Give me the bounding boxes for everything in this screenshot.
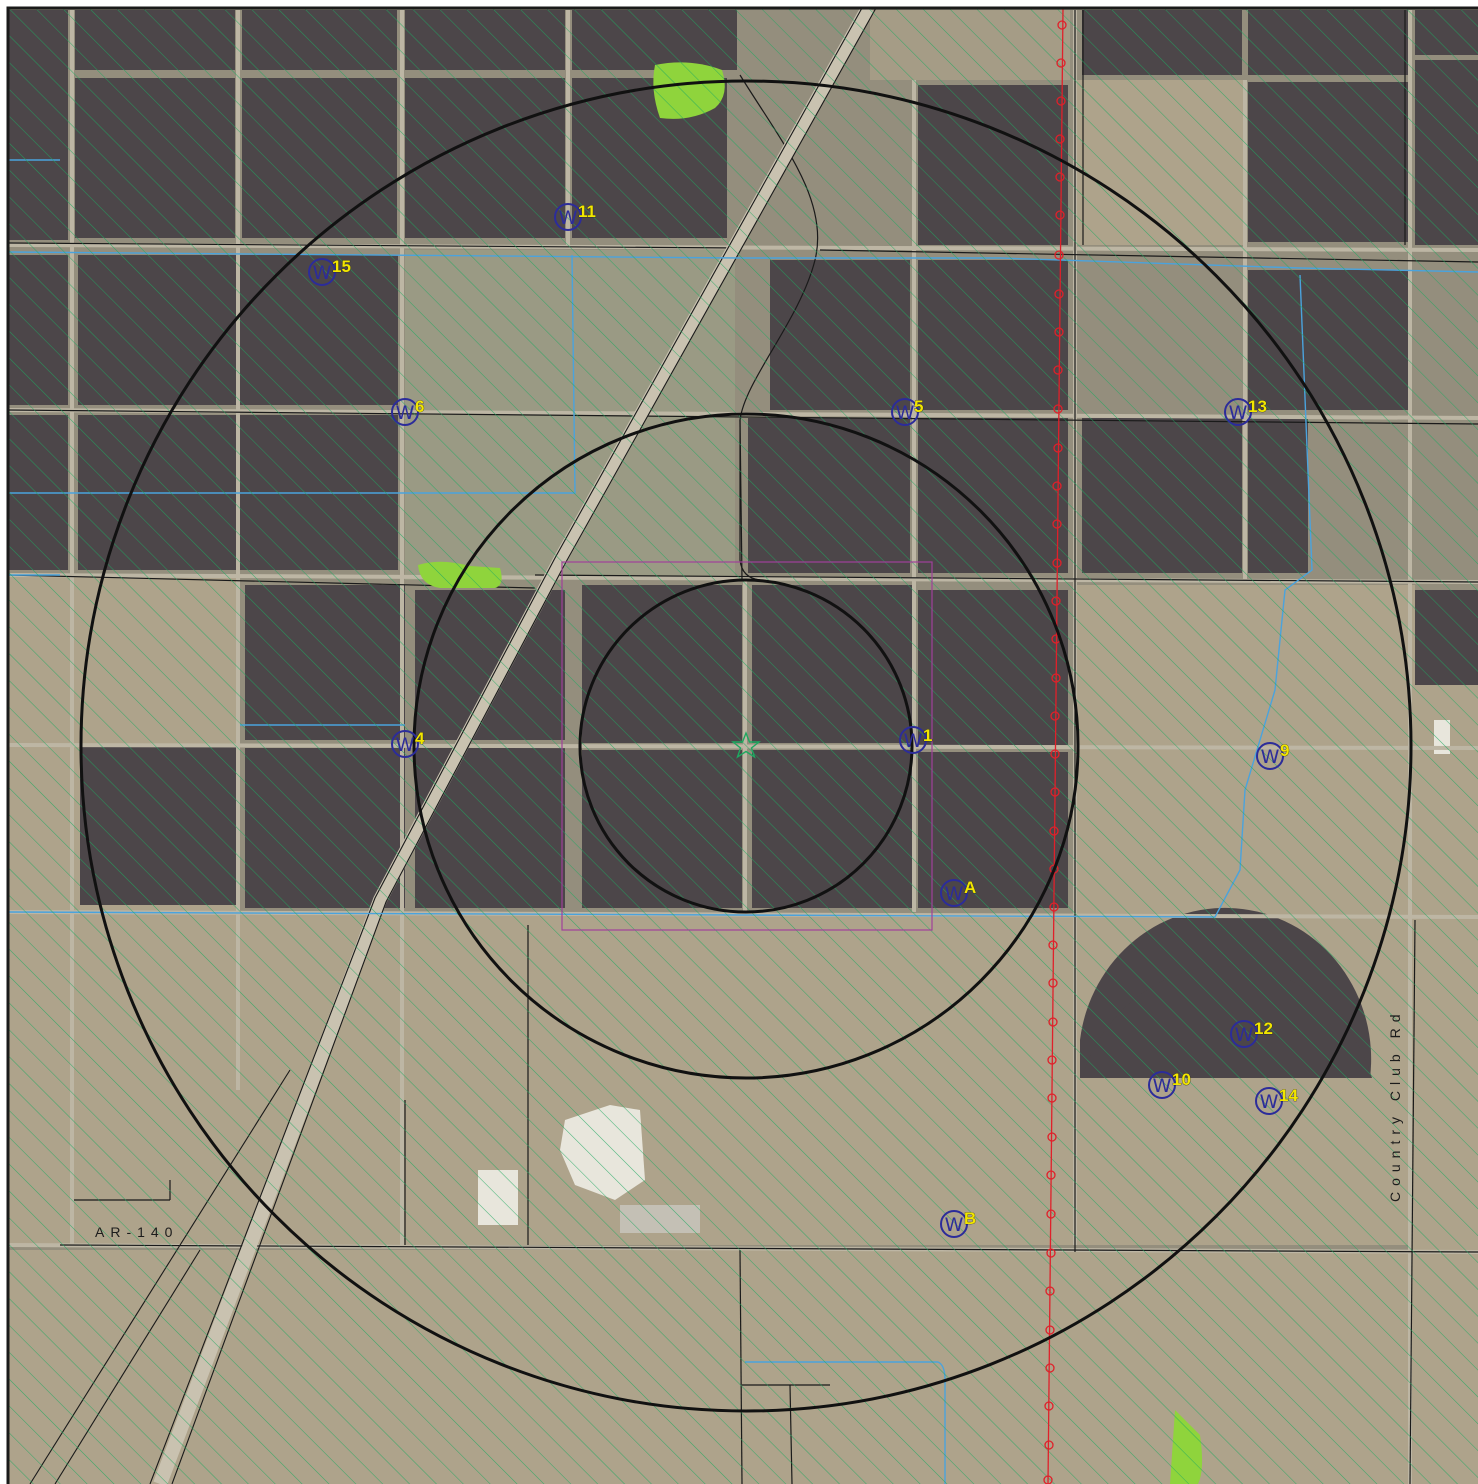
well-label: 14 [1279,1086,1298,1105]
well-symbol: W [1261,746,1280,768]
well-label: 4 [415,729,425,748]
well-marker[interactable]: W 11 [554,202,596,231]
well-icon [391,730,419,758]
site-boundary[interactable] [561,561,933,931]
road-label-country-club: Country Club Rd [1387,1009,1403,1203]
well-icon [391,398,419,426]
well-icon [940,879,968,907]
well-marker[interactable]: W 10 [1148,1070,1191,1099]
buffer-ring-outer[interactable] [79,79,1413,1413]
well-label: 1 [923,726,932,745]
well-symbol: W [1153,1075,1172,1097]
well-marker[interactable]: W 5 [891,397,924,426]
well-label: 13 [1248,397,1267,416]
well-symbol: W [896,402,915,424]
star-outline-icon[interactable] [731,731,761,759]
well-icon [1148,1071,1176,1099]
well-icon [1224,398,1252,426]
well-marker[interactable]: W 13 [1224,397,1267,426]
well-symbol: W [1260,1091,1279,1113]
well-icon [1230,1020,1258,1048]
buffer-ring-middle[interactable] [412,412,1080,1080]
well-marker[interactable]: W 12 [1230,1019,1273,1048]
buffer-rings [79,79,1413,1413]
well-icon [554,203,582,231]
well-symbol: W [904,730,923,752]
well-label: 6 [415,397,424,416]
well-icon [891,398,919,426]
well-marker[interactable]: W A [940,878,977,907]
well-marker[interactable]: W 6 [391,397,425,426]
well-marker[interactable]: W B [940,1209,977,1238]
well-symbol: W [1229,402,1248,424]
well-label: 12 [1254,1019,1273,1038]
well-icon [899,726,927,754]
well-icon [1256,742,1284,770]
well-symbol: W [313,262,332,284]
well-icon [1255,1087,1283,1115]
well-icon [308,258,336,286]
well-symbol: W [1235,1024,1254,1046]
well-label: 15 [332,257,351,276]
well-marker[interactable]: W 9 [1256,741,1290,770]
well-symbol: W [396,734,415,756]
well-label: B [964,1209,976,1228]
well-marker[interactable]: W 14 [1255,1086,1299,1115]
well-label: 10 [1172,1070,1191,1089]
well-symbol: W [945,1214,964,1236]
map-frame [6,6,1478,1484]
well-label: 5 [914,397,923,416]
well-marker[interactable]: W 1 [899,726,933,754]
well-marker[interactable]: W 15 [308,257,351,286]
well-symbol: W [396,402,415,424]
well-label: A [964,878,976,897]
well-label: 11 [578,202,596,221]
buffer-ring-inner[interactable] [578,578,914,914]
road-label-ar140: AR-140 [95,1224,178,1240]
well-markers: W 1 W 4 W 5 W 6 W 9 [308,202,1299,1238]
well-icon [940,1210,968,1238]
well-marker[interactable]: W 4 [391,729,425,758]
well-symbol: W [945,883,964,905]
well-label: 9 [1280,741,1289,760]
well-symbol: W [559,207,578,229]
